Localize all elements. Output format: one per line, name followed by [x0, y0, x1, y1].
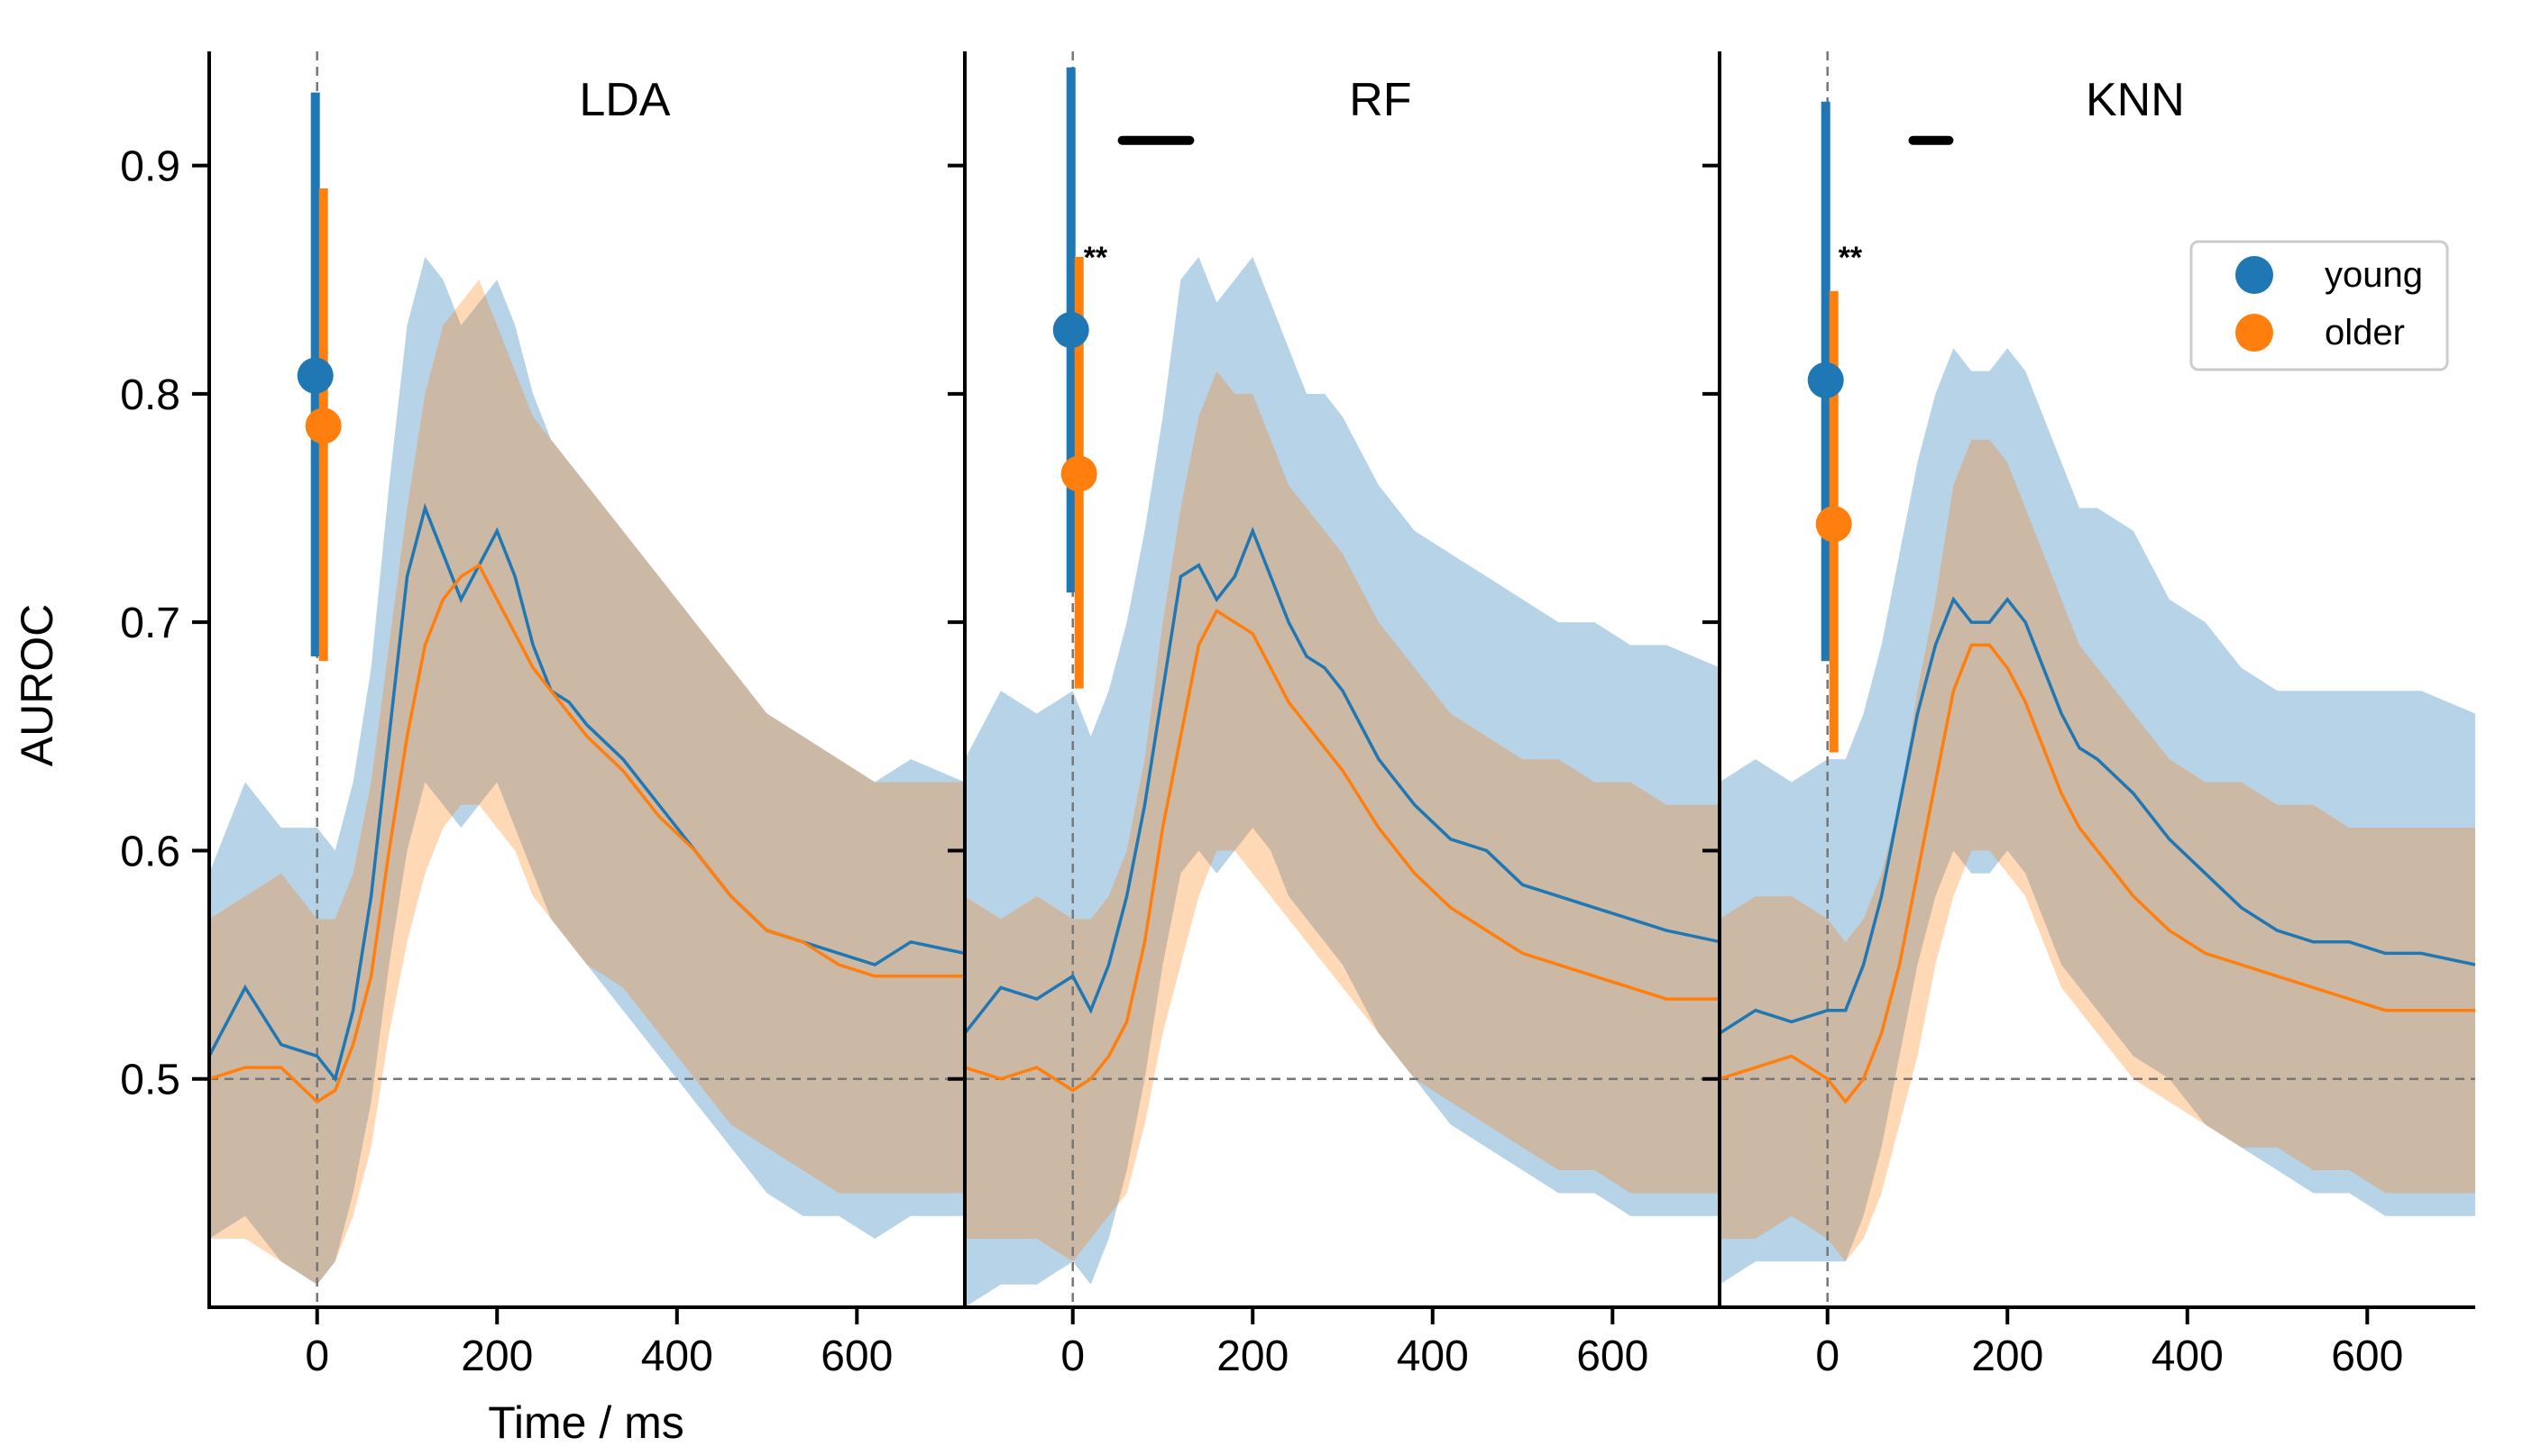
y-tick-label: 0.5: [120, 1057, 180, 1104]
ci-band-older: [209, 279, 965, 1285]
ci-band-young: [1720, 348, 2475, 1285]
peak-dot-older: [1060, 455, 1097, 492]
plot-area-rf: [965, 51, 1720, 1307]
x-axis-label: Time / ms: [488, 1397, 684, 1448]
legend-label-older: older: [2325, 313, 2405, 353]
panel-lda: LDA 0.5 0.6 0.7 0.8 0.9 0 200 400 600: [120, 51, 965, 1380]
mean-line-older: [209, 563, 965, 1104]
x-tick-label: 600: [1576, 1332, 1648, 1380]
panel-rf: ** RF 0 200 400 600: [948, 51, 1720, 1380]
mean-line-young: [965, 527, 1720, 1035]
x-tick-label: 400: [1397, 1332, 1469, 1380]
panel-title-lda: LDA: [579, 74, 670, 126]
x-tick-label: 400: [641, 1332, 713, 1380]
x-tick-label: 200: [461, 1332, 533, 1380]
y-tick-label: 0.6: [120, 828, 180, 875]
legend: young older: [2189, 240, 2449, 371]
x-tick-label: 400: [2151, 1332, 2224, 1380]
plot-area-knn: [1720, 51, 2475, 1307]
legend-marker-older: [2235, 314, 2273, 352]
x-tick-label: 0: [1060, 1332, 1085, 1380]
peak-dot-young: [1052, 311, 1089, 348]
ci-band-older: [965, 371, 1720, 1262]
legend-label-young: young: [2325, 255, 2423, 295]
mean-line-older: [1720, 643, 2475, 1104]
panels: LDA 0.5 0.6 0.7 0.8 0.9 0 200 400 600 ** RF 0 200 400 6…: [120, 51, 2475, 1380]
legend-marker-young: [2235, 256, 2273, 294]
x-tick-label: 0: [305, 1332, 329, 1380]
x-tick-label: 200: [1971, 1332, 2043, 1380]
peak-dot-young: [1807, 362, 1844, 398]
x-tick-label: 600: [2331, 1332, 2403, 1380]
mean-line-young: [1720, 596, 2475, 1035]
x-tick-label: 600: [821, 1332, 893, 1380]
y-tick-label: 0.7: [120, 600, 180, 647]
panel-title-rf: RF: [1349, 74, 1411, 126]
x-tick-label: 200: [1216, 1332, 1289, 1380]
y-tick-label: 0.9: [120, 143, 180, 191]
y-axis-label: AUROC: [12, 604, 62, 767]
peak-dot-young: [297, 357, 334, 394]
panel-title-knn: KNN: [2086, 74, 2185, 126]
plot-area-lda: [209, 51, 965, 1307]
panel-knn: ** KNN 0 200 400 600: [1702, 51, 2475, 1380]
significance-marker: **: [1084, 241, 1108, 275]
ci-band-young: [965, 256, 1720, 1307]
significance-marker: **: [1839, 241, 1863, 275]
peak-dot-older: [1815, 506, 1852, 543]
ci-band-young: [209, 256, 965, 1285]
peak-dot-older: [305, 407, 342, 444]
x-tick-label: 0: [1815, 1332, 1839, 1380]
y-tick-label: 0.8: [120, 371, 180, 419]
mean-line-older: [965, 609, 1720, 1093]
